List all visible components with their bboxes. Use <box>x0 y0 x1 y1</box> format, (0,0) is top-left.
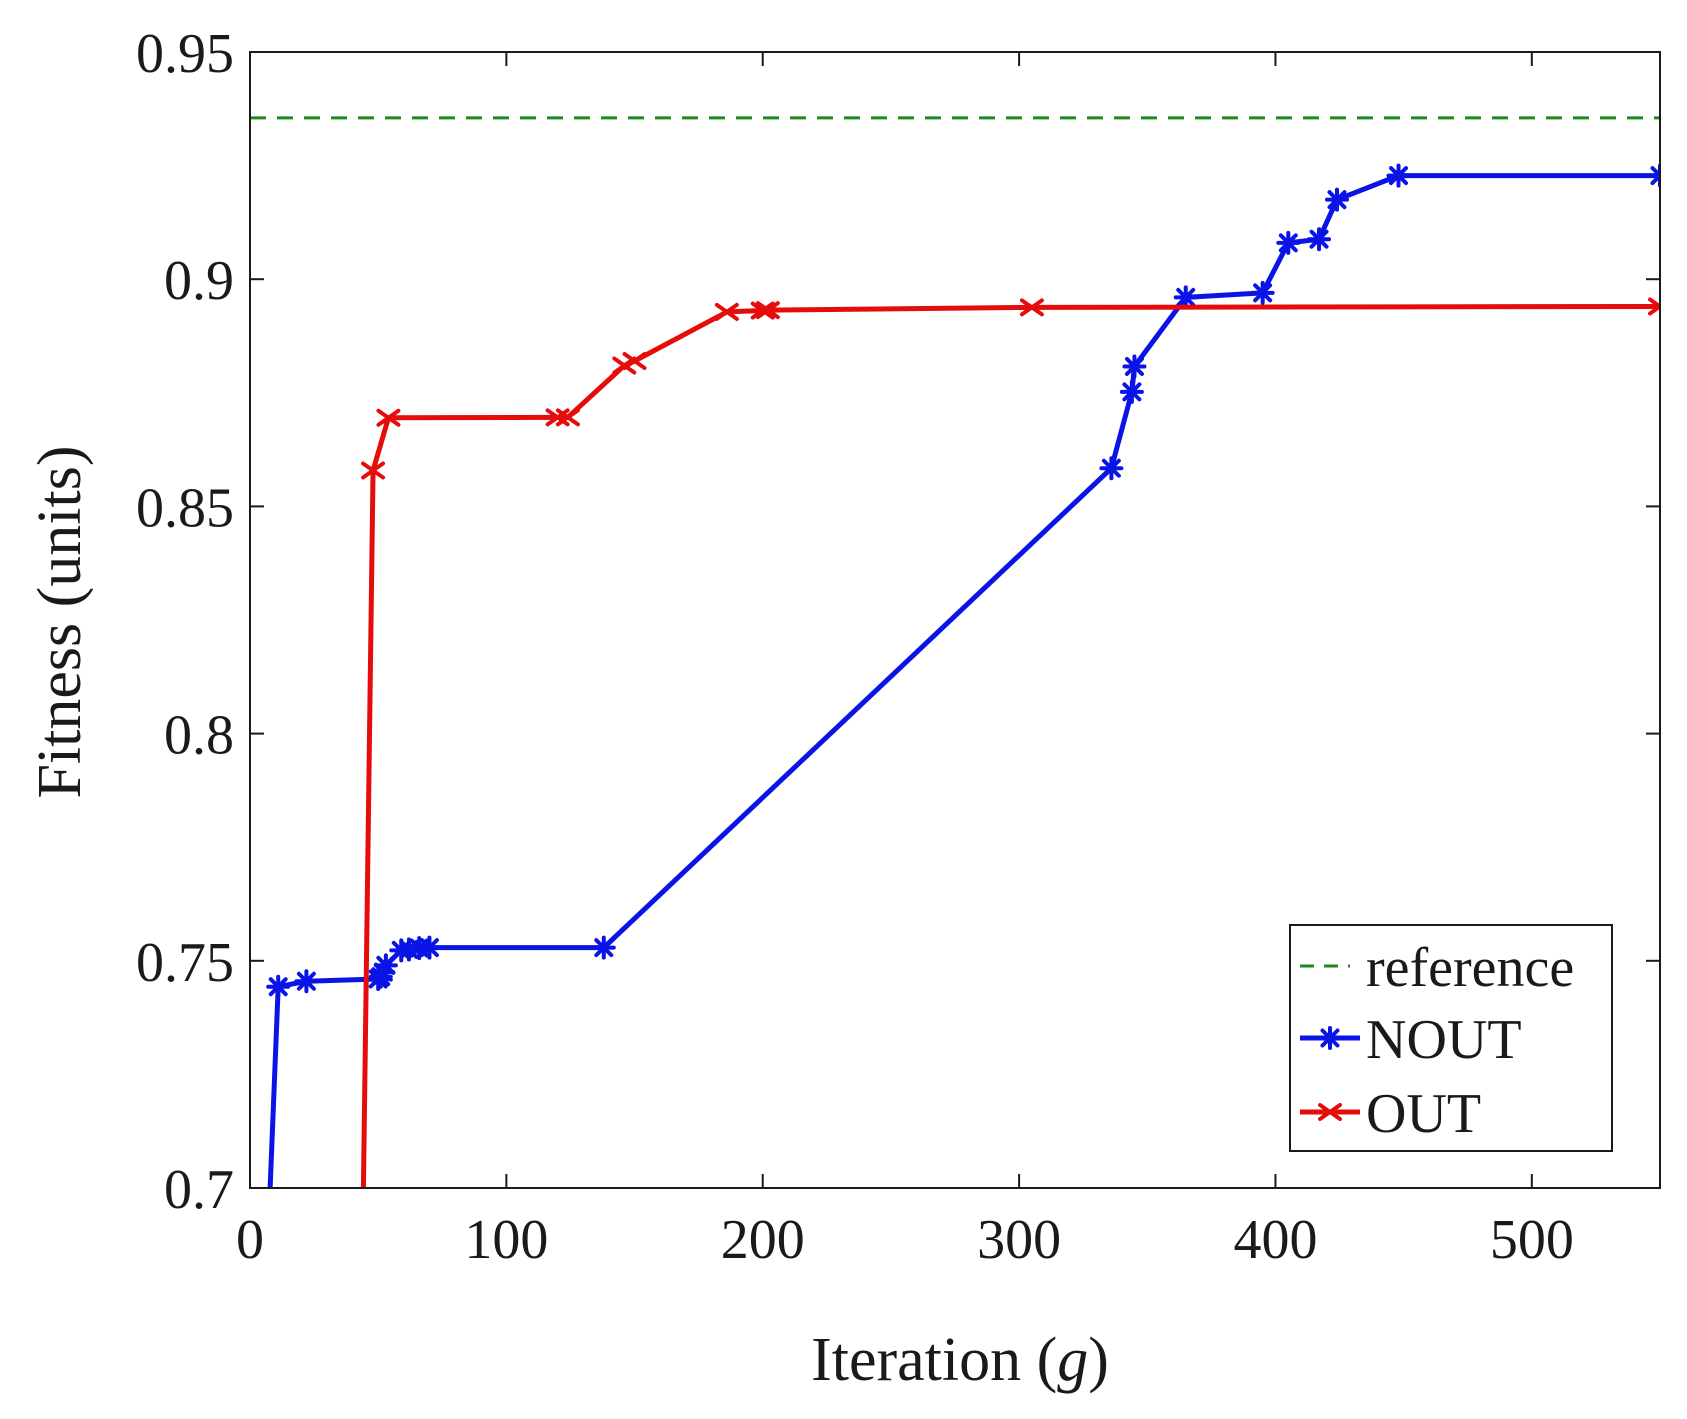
data-point-out-2 <box>376 408 401 427</box>
data-point-nout-20 <box>1386 163 1411 188</box>
x-tick-label: 300 <box>977 1209 1061 1271</box>
legend-nout-marker <box>1318 1026 1342 1050</box>
y-tick-label: 0.7 <box>164 1159 234 1221</box>
x-tick-label: 100 <box>464 1209 548 1271</box>
legend-nout-glyph <box>1318 1026 1342 1050</box>
data-point-out-6 <box>622 351 647 370</box>
x-tick-label: 400 <box>1233 1209 1317 1271</box>
data-point-nout-17 <box>1276 230 1301 255</box>
data-point-nout-13 <box>1119 379 1144 404</box>
plot-area <box>250 116 1660 1188</box>
x-axis-title: Iteration (g) <box>811 1326 1109 1394</box>
data-point-nout-18 <box>1307 227 1332 252</box>
y-tick-label: 0.75 <box>136 932 234 994</box>
legend-out-marker <box>1318 1103 1342 1121</box>
y-tick-label: 0.8 <box>164 705 234 767</box>
legend: reference NOUT OUT <box>1289 924 1613 1152</box>
data-point-out-9 <box>755 301 780 320</box>
x-tick-label: 200 <box>721 1209 805 1271</box>
data-point-nout-14 <box>1122 354 1147 379</box>
data-point-nout-6 <box>373 953 398 978</box>
axes-box <box>249 51 1661 1189</box>
axes-frame <box>249 51 1661 1189</box>
data-point-nout-15 <box>1173 285 1198 310</box>
y-tick-label: 0.95 <box>136 23 234 85</box>
data-point-nout-12 <box>1099 456 1124 481</box>
data-point-nout-11 <box>591 935 616 960</box>
data-point-nout-16 <box>1250 280 1275 305</box>
legend-out-glyph <box>1318 1103 1342 1121</box>
data-point-out-7 <box>714 302 739 321</box>
legend-out-label: OUT <box>1366 1083 1481 1145</box>
legend-reference-label: reference <box>1366 937 1574 999</box>
legend-nout-label: NOUT <box>1366 1009 1522 1071</box>
data-point-out-1 <box>361 461 386 480</box>
data-point-nout-19 <box>1324 187 1349 212</box>
y-tick-label: 0.9 <box>164 250 234 312</box>
data-point-out-8 <box>750 301 775 320</box>
data-point-out-10 <box>1019 298 1044 317</box>
data-point-nout-21 <box>1648 163 1660 188</box>
data-point-out-11 <box>1648 297 1660 316</box>
axis-ticks: 0 100 200 300 400 500 0.7 0.75 0.8 0.85 0.9 0.95 <box>136 23 1660 1271</box>
data-point-nout-1 <box>266 974 291 999</box>
y-axis-title: Fitness (units) <box>26 445 94 798</box>
x-tick-label: 0 <box>236 1209 264 1271</box>
x-tick-label: 500 <box>1490 1209 1574 1271</box>
data-point-nout-10 <box>417 935 442 960</box>
data-point-out-4 <box>555 408 580 427</box>
y-tick-label: 0.85 <box>136 477 234 539</box>
data-point-nout-2 <box>294 969 319 994</box>
